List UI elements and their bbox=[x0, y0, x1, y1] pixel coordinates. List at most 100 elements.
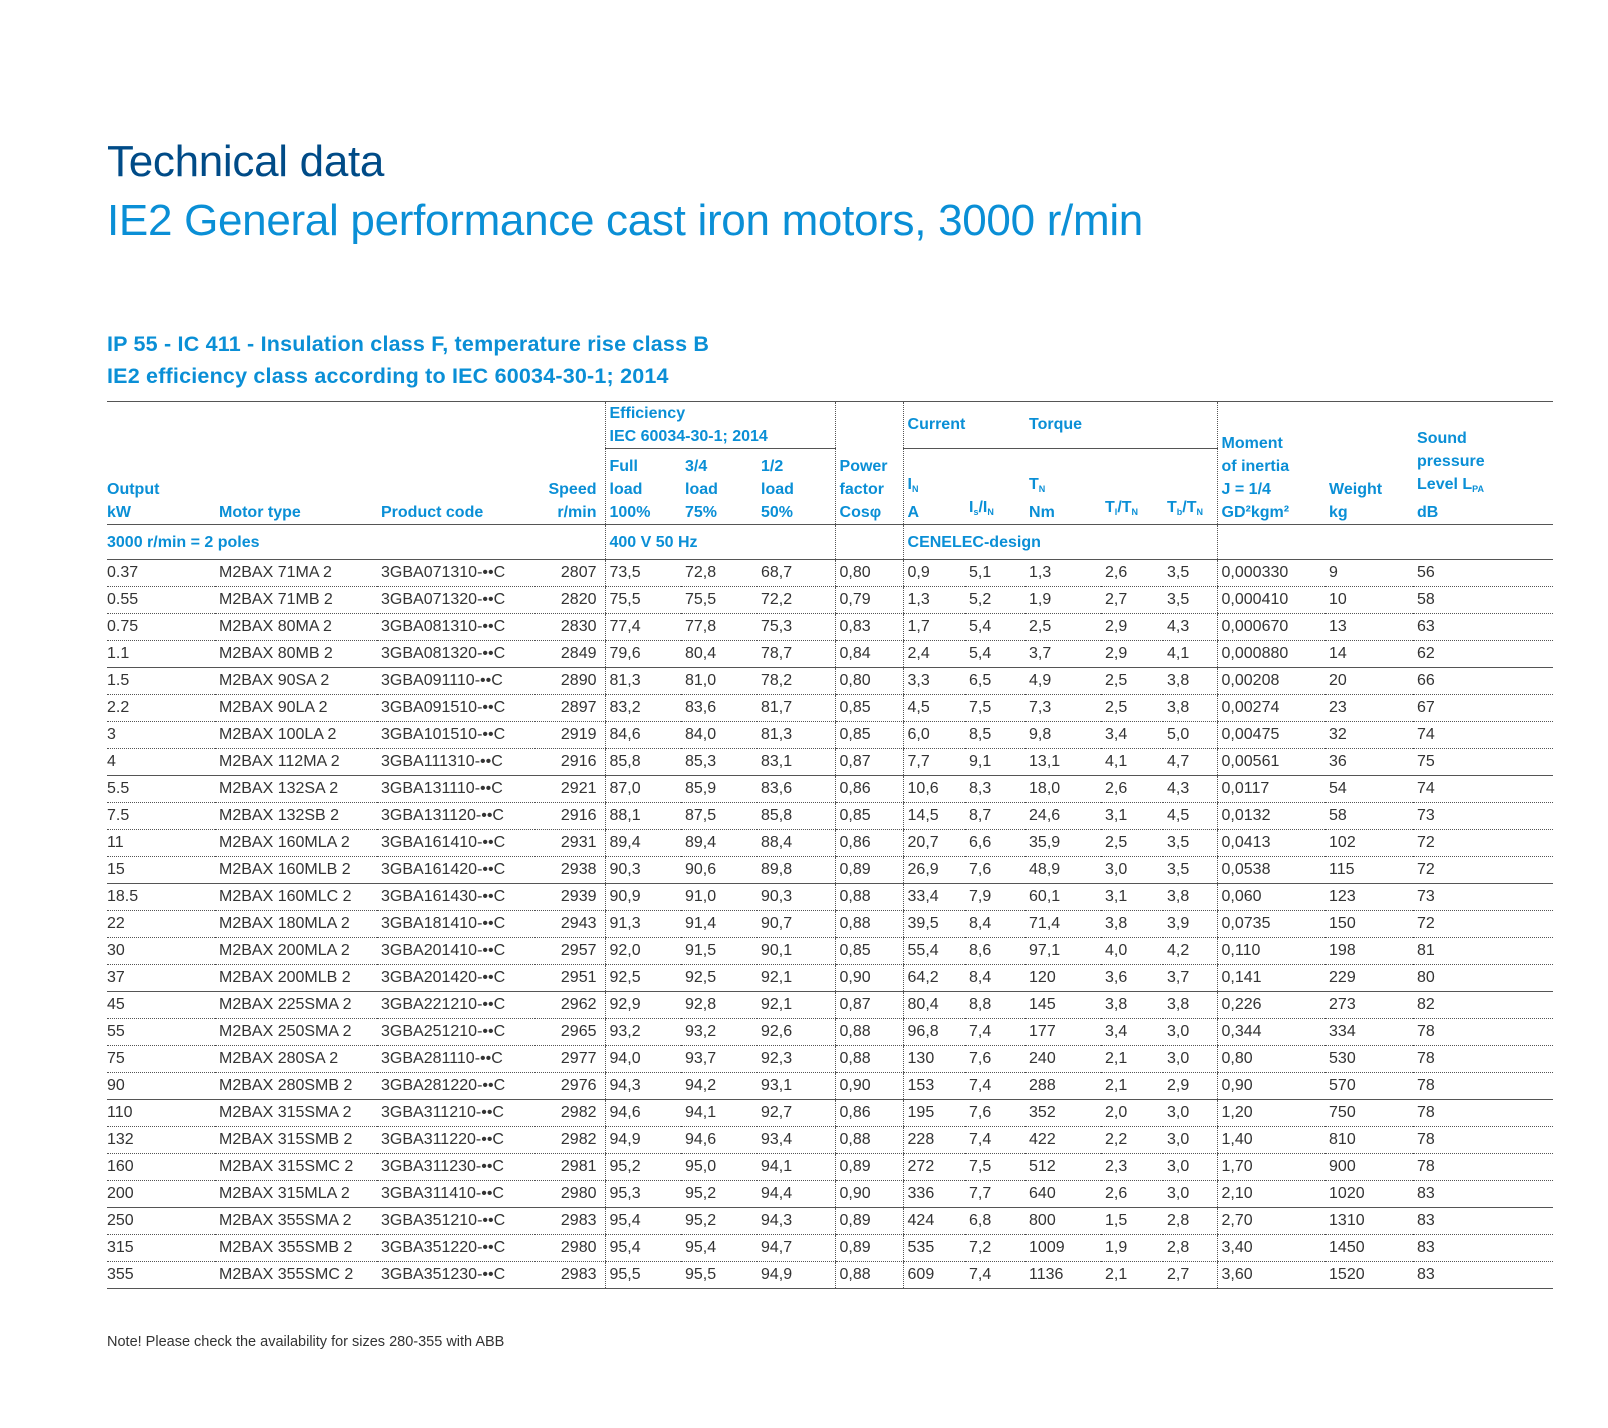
motor-type-cell: M2BAX 132SB 2 bbox=[215, 802, 377, 830]
eff-34-cell: 83,6 bbox=[681, 694, 757, 722]
torque-tn-cell: 120 bbox=[1025, 964, 1102, 992]
product-code-cell: 3GBA131120-••C bbox=[377, 802, 535, 830]
output-cell: 90 bbox=[107, 1072, 215, 1100]
moment-cell: 0,0132 bbox=[1216, 802, 1326, 830]
torque-tb-cell: 3,0 bbox=[1163, 1126, 1218, 1154]
weight-cell: 20 bbox=[1325, 667, 1414, 695]
weight-cell: 334 bbox=[1325, 1018, 1414, 1046]
motor-type-cell: M2BAX 90LA 2 bbox=[215, 694, 377, 722]
current-in-cell: 14,5 bbox=[902, 802, 966, 830]
table-row: 1.1 M2BAX 80MB 2 3GBA081320-••C 2849 79,6 80,… bbox=[107, 640, 1554, 668]
moment-cell: 1,70 bbox=[1216, 1153, 1326, 1181]
eff-12-cell: 90,7 bbox=[757, 910, 836, 938]
product-code-cell: 3GBA251210-••C bbox=[377, 1018, 535, 1046]
eff-12-cell: 94,7 bbox=[757, 1234, 836, 1262]
current-in-cell: 153 bbox=[902, 1072, 966, 1100]
sound-cell: 74 bbox=[1413, 721, 1554, 749]
current-in-cell: 0,9 bbox=[902, 559, 966, 587]
weight-cell: 32 bbox=[1325, 721, 1414, 749]
product-code-cell: 3GBA281110-••C bbox=[377, 1045, 535, 1073]
power-factor-cell: 0,89 bbox=[834, 1207, 904, 1235]
power-factor-cell: 0,87 bbox=[834, 748, 904, 776]
product-code-cell: 3GBA281220-••C bbox=[377, 1072, 535, 1100]
torque-tl-cell: 4,1 bbox=[1101, 748, 1164, 776]
weight-cell: 13 bbox=[1325, 613, 1414, 641]
current-is-cell: 7,5 bbox=[965, 694, 1026, 722]
weight-cell: 229 bbox=[1325, 964, 1414, 992]
output-cell: 4 bbox=[107, 748, 215, 776]
torque-tl-cell: 3,8 bbox=[1101, 991, 1164, 1019]
moment-cell: 0,0413 bbox=[1216, 829, 1326, 857]
product-code-cell: 3GBA081320-••C bbox=[377, 640, 535, 668]
motor-type-cell: M2BAX 112MA 2 bbox=[215, 748, 377, 776]
output-cell: 18.5 bbox=[107, 883, 215, 911]
product-code-cell: 3GBA181410-••C bbox=[377, 910, 535, 938]
motor-type-header: Motor type bbox=[219, 504, 301, 521]
table-row: 11 M2BAX 160MLA 2 3GBA161410-••C 2931 89,4 89… bbox=[107, 829, 1554, 857]
sound-cell: 78 bbox=[1413, 1126, 1554, 1154]
table-row: 15 M2BAX 160MLB 2 3GBA161420-••C 2938 90,3 90… bbox=[107, 856, 1554, 884]
sound-cell: 72 bbox=[1413, 910, 1554, 938]
eff-34-cell: 84,0 bbox=[681, 721, 757, 749]
current-in-cell: 336 bbox=[902, 1180, 966, 1208]
eff-34-cell: 81,0 bbox=[681, 667, 757, 695]
moment-cell: 0,226 bbox=[1216, 991, 1326, 1019]
product-code-cell: 3GBA311410-••C bbox=[377, 1180, 535, 1208]
motor-type-cell: M2BAX 100LA 2 bbox=[215, 721, 377, 749]
product-code-cell: 3GBA161410-••C bbox=[377, 829, 535, 857]
eff-full-cell: 75,5 bbox=[604, 586, 681, 614]
speed-cell: 2938 bbox=[535, 856, 605, 884]
torque-tb-cell: 3,8 bbox=[1163, 883, 1218, 911]
weight-cell: 1450 bbox=[1325, 1234, 1414, 1262]
output-cell: 55 bbox=[107, 1018, 215, 1046]
torque-tn-cell: 7,3 bbox=[1025, 694, 1102, 722]
torque-tl-cell: 2,1 bbox=[1101, 1045, 1164, 1073]
eff-full-cell: 95,4 bbox=[604, 1207, 681, 1235]
eff-full-cell: 89,4 bbox=[604, 829, 681, 857]
torque-tl-cell: 3,4 bbox=[1101, 1018, 1164, 1046]
torque-tn-cell: 352 bbox=[1025, 1099, 1102, 1127]
sound-cell: 73 bbox=[1413, 883, 1554, 911]
sound-cell: 82 bbox=[1413, 991, 1554, 1019]
product-code-cell: 3GBA071310-••C bbox=[377, 559, 535, 587]
moment-line-2: of inertia bbox=[1221, 458, 1290, 475]
torque-tb-cell: 4,5 bbox=[1163, 802, 1218, 830]
torque-tn-cell: 13,1 bbox=[1025, 748, 1102, 776]
eff-full-cell: 92,5 bbox=[604, 964, 681, 992]
eff-34-cell: 85,3 bbox=[681, 748, 757, 776]
eff-full-cell: 79,6 bbox=[604, 640, 681, 668]
current-is-cell: 5,2 bbox=[965, 586, 1026, 614]
output-cell: 132 bbox=[107, 1126, 215, 1154]
eff-full-cell: 73,5 bbox=[604, 559, 681, 587]
spec-line-protection: IP 55 - IC 411 - Insulation class F, tem… bbox=[107, 332, 710, 356]
torque-tb-cell: 4,3 bbox=[1163, 775, 1218, 803]
table-row: 30 M2BAX 200MLA 2 3GBA201410-••C 2957 92,0 91… bbox=[107, 937, 1554, 965]
current-is-cell: 5,4 bbox=[965, 640, 1026, 668]
current-in-cell: 26,9 bbox=[902, 856, 966, 884]
output-cell: 200 bbox=[107, 1180, 215, 1208]
motor-type-cell: M2BAX 80MA 2 bbox=[215, 613, 377, 641]
torque-tb-cell: 4,7 bbox=[1163, 748, 1218, 776]
sound-cell: 83 bbox=[1413, 1234, 1554, 1262]
product-code-cell: 3GBA221210-••C bbox=[377, 991, 535, 1019]
weight-cell: 102 bbox=[1325, 829, 1414, 857]
current-is-cell: 7,6 bbox=[965, 1099, 1026, 1127]
table-row: 75 M2BAX 280SA 2 3GBA281110-••C 2977 94,0 93,… bbox=[107, 1045, 1554, 1073]
torque-tn-cell: 512 bbox=[1025, 1153, 1102, 1181]
speed-cell: 2957 bbox=[535, 937, 605, 965]
output-cell: 355 bbox=[107, 1261, 215, 1289]
torque-tl-cell: 3,1 bbox=[1101, 883, 1164, 911]
torque-tb-cell: 3,8 bbox=[1163, 667, 1218, 695]
motor-type-cell: M2BAX 160MLB 2 bbox=[215, 856, 377, 884]
speed-cell: 2897 bbox=[535, 694, 605, 722]
sound-cell: 78 bbox=[1413, 1153, 1554, 1181]
torque-tn-cell: 71,4 bbox=[1025, 910, 1102, 938]
eff-full-cell: 94,6 bbox=[604, 1099, 681, 1127]
table-row: 355 M2BAX 355SMC 2 3GBA351230-••C 2983 95,5 9… bbox=[107, 1261, 1554, 1289]
eff-34-cell: 95,5 bbox=[681, 1261, 757, 1289]
product-code-cell: 3GBA351210-••C bbox=[377, 1207, 535, 1235]
eff-12-cell: 92,1 bbox=[757, 991, 836, 1019]
moment-cell: 0,00475 bbox=[1216, 721, 1326, 749]
current-in-header: IN A bbox=[902, 448, 966, 525]
efficiency-standard-label: IEC 60034-30-1; 2014 bbox=[609, 428, 768, 445]
